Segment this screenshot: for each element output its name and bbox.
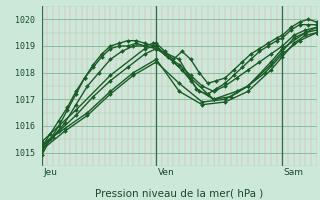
Text: Sam: Sam (284, 168, 304, 177)
Text: Pression niveau de la mer( hPa ): Pression niveau de la mer( hPa ) (95, 188, 263, 198)
Text: Ven: Ven (158, 168, 174, 177)
Text: Jeu: Jeu (43, 168, 57, 177)
